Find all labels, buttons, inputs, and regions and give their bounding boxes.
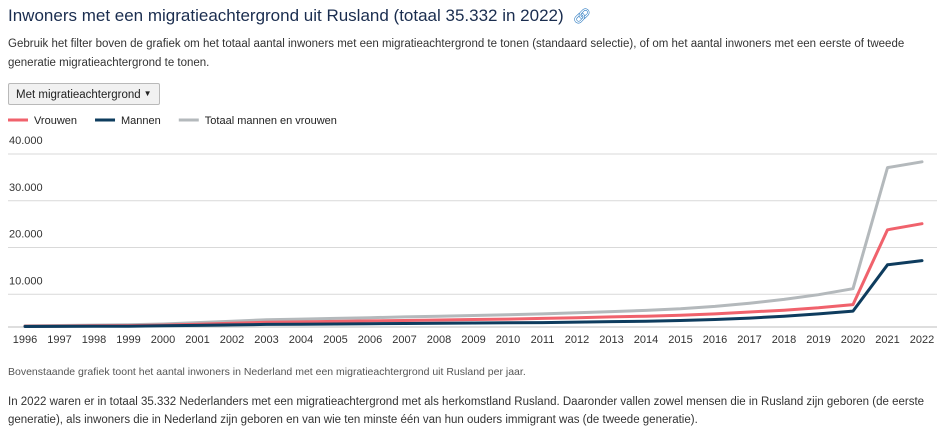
chart-footnote: Bovenstaande grafiek toont het aantal in… — [8, 366, 526, 378]
x-tick-label: 2001 — [185, 334, 209, 346]
x-tick-label: 1998 — [82, 334, 106, 346]
x-tick-label: 2020 — [841, 334, 865, 346]
x-tick-label: 2006 — [358, 334, 382, 346]
filter-selected-value: Met migratieachtergrond — [16, 89, 141, 101]
link-icon[interactable]: 🔗︎ — [572, 8, 592, 25]
x-tick-label: 1999 — [116, 334, 140, 346]
intro-text: Gebruik het filter boven de grafiek om h… — [8, 38, 905, 69]
y-tick-label: 10.000 — [9, 275, 43, 287]
x-tick-label: 2002 — [220, 334, 244, 346]
x-tick-label: 2014 — [634, 334, 658, 346]
x-tick-label: 2011 — [531, 334, 555, 346]
x-tick-label: 2022 — [910, 334, 934, 346]
legend-label: Totaal mannen en vrouwen — [205, 115, 337, 127]
y-tick-label: 20.000 — [9, 229, 43, 241]
x-tick-label: 2015 — [668, 334, 692, 346]
page-title: Inwoners met een migratieachtergrond uit… — [8, 6, 591, 26]
x-tick-label: 2021 — [875, 334, 899, 346]
y-tick-label: 30.000 — [9, 182, 43, 194]
x-tick-label: 2017 — [737, 334, 761, 346]
x-tick-label: 2005 — [323, 334, 347, 346]
x-tick-label: 2003 — [254, 334, 278, 346]
page-title-text: Inwoners met een migratieachtergrond uit… — [8, 6, 564, 25]
x-tick-label: 2008 — [427, 334, 451, 346]
series-line-totaal-mannen-en-vrouwen — [23, 160, 924, 328]
line-chart: Vrouwen Mannen Totaal mannen en vrouwen 10.… — [8, 115, 937, 346]
series-line-mannen — [23, 259, 924, 328]
x-tick-label: 2019 — [806, 334, 830, 346]
y-tick-label: 40.000 — [9, 135, 43, 147]
x-tick-label: 2013 — [599, 334, 623, 346]
legend-label: Vrouwen — [34, 115, 77, 127]
x-tick-label: 1996 — [13, 334, 37, 346]
x-tick-label: 2007 — [392, 334, 416, 346]
x-tick-label: 2016 — [703, 334, 727, 346]
caret-down-icon: ▼ — [143, 89, 152, 98]
x-tick-label: 2000 — [151, 334, 175, 346]
x-tick-label: 2010 — [496, 334, 520, 346]
x-tick-label: 1997 — [47, 334, 71, 346]
legend-label: Mannen — [121, 115, 161, 127]
filter-dropdown[interactable]: Met migratieachtergrond ▼ — [8, 83, 160, 105]
x-tick-label: 2018 — [772, 334, 796, 346]
x-tick-label: 2009 — [461, 334, 485, 346]
series-line-vrouwen — [23, 222, 924, 328]
x-tick-label: 2004 — [289, 334, 313, 346]
body-paragraph: In 2022 waren er in totaal 35.332 Nederl… — [8, 396, 925, 426]
x-tick-label: 2012 — [565, 334, 589, 346]
